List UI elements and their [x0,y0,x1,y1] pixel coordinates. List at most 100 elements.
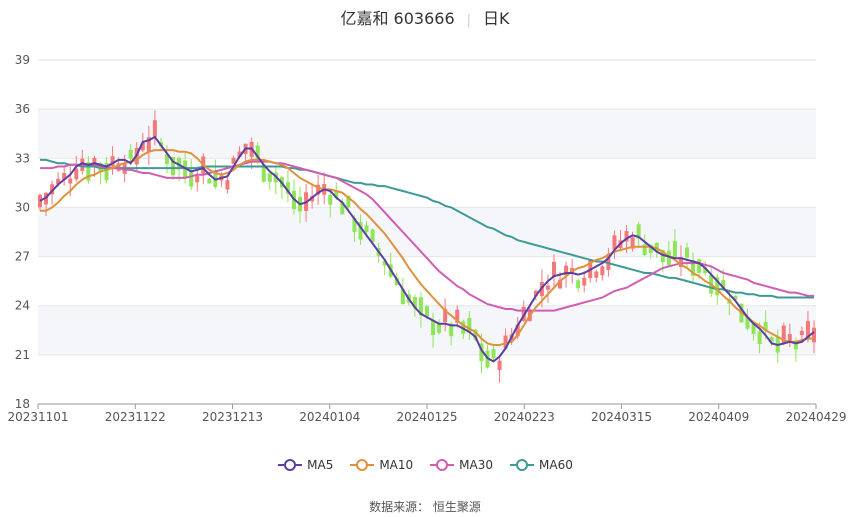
y-tick-label: 27 [15,250,30,264]
candle-body [328,195,333,205]
period-label: 日K [483,9,510,28]
x-tick-label: 20231122 [105,410,166,424]
candle-body [763,322,768,331]
x-tick-label: 20231213 [202,410,263,424]
candle-body [594,271,599,278]
candle-body [660,249,665,263]
candle-body [68,178,73,184]
candle-body [642,244,647,256]
candle-body [685,247,690,258]
x-tick-label: 20240409 [688,410,749,424]
legend-swatch-marker [516,459,529,471]
candle-body [394,277,399,286]
grid-band [38,207,816,257]
candle-body [400,289,405,305]
title-separator: | [466,13,472,28]
legend-swatch-marker [356,459,369,471]
candle-body [189,170,194,187]
candle-body [358,222,363,240]
x-tick-label: 20240223 [494,410,555,424]
candle-body [666,250,671,266]
candle-body [261,164,266,182]
candle-body [225,180,230,190]
candle-body [781,325,786,343]
x-tick-label: 20240104 [299,410,360,424]
candle-body [285,182,290,194]
candle-body [116,163,121,171]
candle-body [757,331,762,345]
legend-swatch [278,459,303,471]
x-tick-label: 20240429 [785,410,846,424]
candle-body [648,244,653,253]
x-tick-label: 20231101 [7,410,68,424]
candle-body [346,195,351,208]
series-line-ma10 [40,149,814,346]
candle-body [733,295,738,300]
candle-body [267,173,272,182]
x-tick-label: 20240315 [591,410,652,424]
candle-body [104,163,109,181]
legend-label: MA60 [539,458,573,472]
candle-body [152,120,157,137]
candle-body [146,137,151,153]
candle-body [564,265,569,276]
candle-body [74,168,79,180]
candle-body [691,260,696,276]
series-line-ma60 [40,158,814,299]
candle-body [479,343,484,362]
candle-body [612,235,617,250]
candle-body [576,280,581,289]
candle-body [491,349,496,359]
y-tick-label: 21 [15,348,30,362]
y-tick-label: 24 [15,299,30,313]
candle-body [533,290,538,297]
candle-body [316,184,321,195]
legend-label: MA30 [459,458,494,472]
legend-label: MA10 [379,458,414,472]
series-line-ma5 [39,135,815,363]
candle-body [128,149,133,159]
candle-body [62,172,67,180]
candle-body [50,184,55,195]
candle-body [812,327,816,343]
legend-item-ma60[interactable]: MA60 [509,458,573,472]
legend-swatch [510,459,535,471]
candle-body [425,306,429,317]
candle-body [352,218,357,233]
chart-title: 亿嘉和 603666 | 日K [0,5,850,29]
legend-item-ma30[interactable]: MA30 [429,458,493,472]
candle-body [364,225,369,233]
candle-body [793,341,798,350]
legend-item-ma10[interactable]: MA10 [349,458,413,472]
candle-body [636,224,641,239]
candle-body [44,192,49,205]
candle-body [412,297,417,309]
candle-body [140,142,145,151]
candle-body [654,242,659,252]
source-label: 数据来源： [369,500,430,514]
candle-body [467,317,472,334]
legend-item-ma5[interactable]: MA5 [277,458,333,472]
data-source: 数据来源： 恒生聚源 [0,498,850,515]
candle-body [558,279,563,289]
x-tick-label: 20240125 [396,410,457,424]
y-tick-label: 39 [15,53,30,67]
candle-body [418,297,423,316]
series-line-ma30 [40,160,814,312]
candle-body [606,253,611,270]
candle-body [110,156,115,167]
candle-body [231,157,236,164]
y-tick-label: 36 [15,102,30,116]
candle-body [195,175,200,183]
candle-body [805,321,810,340]
candle-body [237,151,242,157]
candle-body [38,194,42,208]
legend-label: MA5 [307,458,334,472]
candle-body [721,280,726,291]
candle-body [431,320,436,336]
candle-body [177,157,182,169]
source-value: 恒生聚源 [432,500,481,514]
candle-body [437,323,442,333]
candle-body [769,337,774,342]
